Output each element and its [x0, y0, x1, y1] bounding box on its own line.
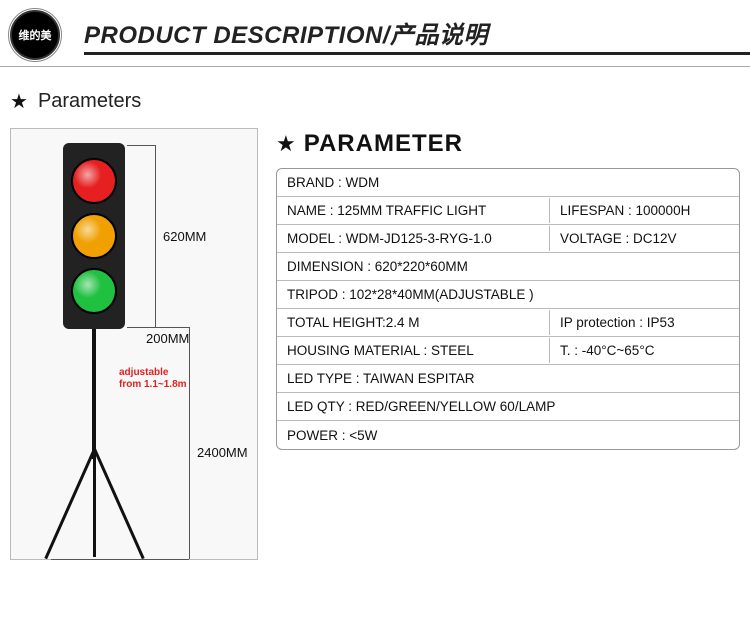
page-title: PRODUCT DESCRIPTION/产品说明 — [84, 15, 750, 55]
star-icon: ★ — [10, 89, 28, 114]
param-cell: VOLTAGE : DC12V — [549, 226, 739, 251]
dim-label-height-total: 2400MM — [197, 445, 248, 460]
param-cell: BRAND : WDM — [277, 170, 739, 195]
section-label: ★ Parameters — [10, 89, 750, 114]
param-cell: NAME : 125MM TRAFFIC LIGHT — [277, 198, 549, 223]
lamp-amber — [71, 213, 117, 259]
table-row: MODEL : WDM-JD125-3-RYG-1.0 VOLTAGE : DC… — [277, 225, 739, 253]
param-cell: LIFESPAN : 100000H — [549, 198, 739, 223]
param-cell: HOUSING MATERIAL : STEEL — [277, 338, 549, 363]
tripod-pole — [92, 329, 96, 459]
param-cell: TOTAL HEIGHT:2.4 M — [277, 310, 549, 335]
dim-line — [189, 327, 190, 559]
table-row: TOTAL HEIGHT:2.4 M IP protection : IP53 — [277, 309, 739, 337]
param-cell: LED TYPE : TAIWAN ESPITAR — [277, 366, 739, 391]
dim-line — [127, 145, 155, 146]
table-row: POWER : <5W — [277, 421, 739, 449]
adj-line2: from 1.1~1.8m — [119, 379, 187, 391]
table-row: LED TYPE : TAIWAN ESPITAR — [277, 365, 739, 393]
adj-line1: adjustable — [119, 367, 187, 379]
tripod-leg — [93, 449, 96, 557]
dim-label-height-housing: 620MM — [163, 229, 206, 244]
tripod-leg — [93, 448, 145, 559]
page-header: 维的美 PRODUCT DESCRIPTION/产品说明 — [0, 0, 750, 67]
parameter-header: ★ PARAMETER — [276, 130, 740, 158]
table-row: LED QTY : RED/GREEN/YELLOW 60/LAMP — [277, 393, 739, 421]
table-row: BRAND : WDM — [277, 169, 739, 197]
parameter-table: BRAND : WDM NAME : 125MM TRAFFIC LIGHT L… — [276, 168, 740, 450]
table-row: TRIPOD : 102*28*40MM(ADJUSTABLE ) — [277, 281, 739, 309]
dim-line — [155, 145, 156, 327]
param-cell: POWER : <5W — [277, 423, 739, 448]
param-cell: LED QTY : RED/GREEN/YELLOW 60/LAMP — [277, 394, 739, 419]
product-diagram: 620MM 2400MM 200MM adjustable from 1.1~1… — [10, 128, 258, 560]
param-cell: T. : -40°C~65°C — [549, 338, 739, 363]
table-row: NAME : 125MM TRAFFIC LIGHT LIFESPAN : 10… — [277, 197, 739, 225]
parameter-panel: ★ PARAMETER BRAND : WDM NAME : 125MM TRA… — [276, 130, 740, 450]
star-icon: ★ — [276, 131, 296, 157]
dim-line — [51, 559, 189, 560]
param-cell: TRIPOD : 102*28*40MM(ADJUSTABLE ) — [277, 282, 739, 307]
tripod-leg — [44, 448, 96, 559]
dim-label-adjustable: adjustable from 1.1~1.8m — [119, 367, 187, 391]
param-cell: DIMENSION : 620*220*60MM — [277, 254, 739, 279]
param-cell: IP protection : IP53 — [549, 310, 739, 335]
table-row: DIMENSION : 620*220*60MM — [277, 253, 739, 281]
lamp-green — [71, 268, 117, 314]
brand-logo: 维的美 — [10, 10, 60, 60]
lamp-red — [71, 158, 117, 204]
param-cell: MODEL : WDM-JD125-3-RYG-1.0 — [277, 226, 549, 251]
traffic-light-housing — [63, 143, 125, 329]
brand-logo-text: 维的美 — [19, 27, 52, 43]
content-row: 620MM 2400MM 200MM adjustable from 1.1~1… — [10, 128, 740, 560]
dim-line — [127, 327, 189, 328]
dim-label-width: 200MM — [146, 331, 189, 346]
table-row: HOUSING MATERIAL : STEEL T. : -40°C~65°C — [277, 337, 739, 365]
section-label-text: Parameters — [38, 90, 141, 113]
parameter-header-text: PARAMETER — [304, 130, 463, 158]
